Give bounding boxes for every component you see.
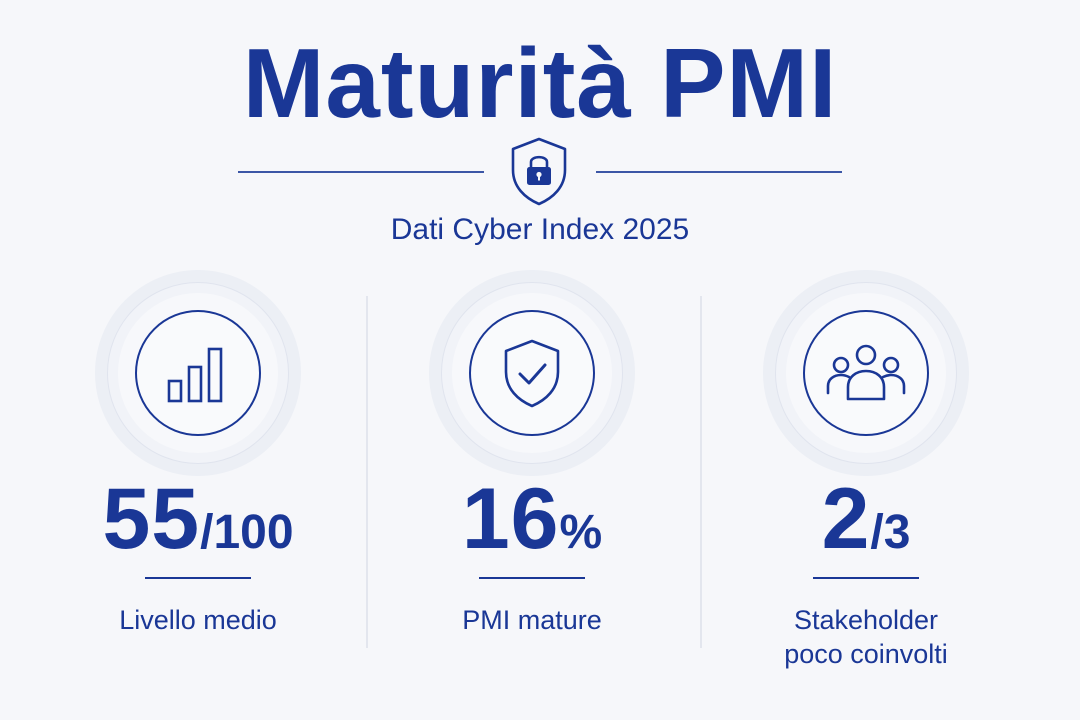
- stat-suffix: /100: [200, 506, 294, 559]
- stat-label: PMI mature: [462, 605, 602, 635]
- stat-stakeholders: 2/3 Stakeholder poco coinvolti: [706, 270, 1026, 710]
- page-subtitle: Dati Cyber Index 2025: [390, 213, 690, 246]
- column-divider: [366, 296, 368, 648]
- page-title: Maturità PMI: [242, 28, 838, 138]
- column-divider: [700, 296, 702, 648]
- title-rule-right: [596, 171, 842, 173]
- stat-suffix: %: [559, 506, 603, 559]
- stat-mature-smes: 16% PMI mature: [372, 270, 692, 710]
- stat-underline: [145, 577, 251, 579]
- stat-number: 2: [821, 471, 871, 567]
- shield-check-icon: [469, 310, 595, 436]
- stat-value: 2/3: [706, 476, 1026, 562]
- stat-number: 16: [461, 471, 560, 567]
- stat-label: Stakeholder poco coinvolti: [784, 605, 948, 669]
- shield-lock-icon: [508, 136, 570, 206]
- stat-label: Livello medio: [119, 605, 277, 635]
- stat-value: 55/100: [38, 476, 358, 562]
- people-group-icon: [803, 310, 929, 436]
- icon-halo: [429, 270, 635, 476]
- stat-value: 16%: [372, 476, 692, 562]
- stat-suffix: /3: [870, 506, 911, 559]
- stat-underline: [479, 577, 585, 579]
- title-rule-left: [238, 171, 484, 173]
- stat-average-level: 55/100 Livello medio: [38, 270, 358, 710]
- icon-halo: [95, 270, 301, 476]
- icon-halo: [763, 270, 969, 476]
- stat-number: 55: [102, 471, 201, 567]
- stat-underline: [813, 577, 919, 579]
- bar-chart-icon: [135, 310, 261, 436]
